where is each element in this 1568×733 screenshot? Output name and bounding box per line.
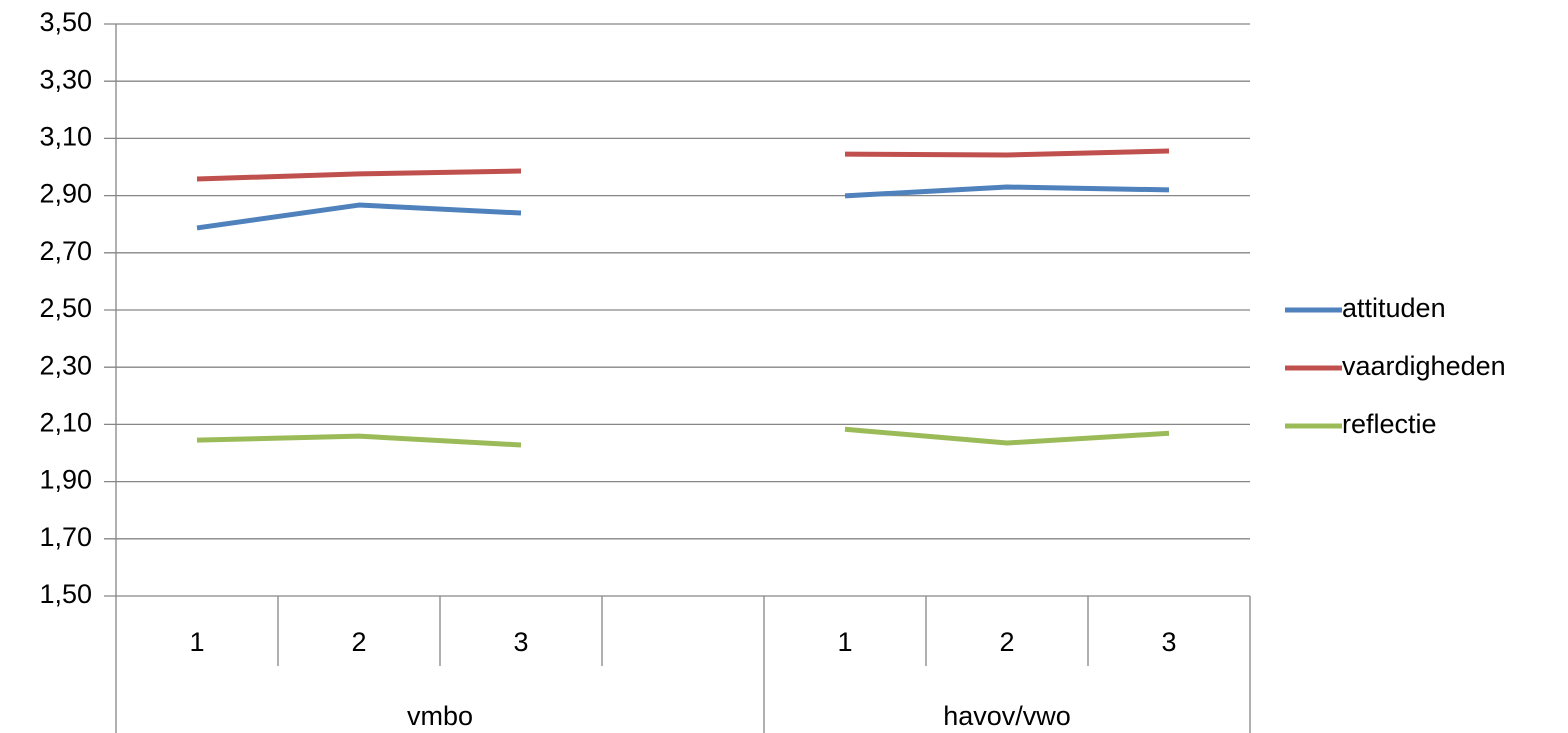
- x-tick-label: 2: [999, 627, 1014, 657]
- y-tick-label: 2,90: [39, 179, 92, 209]
- y-tick-label: 3,10: [39, 122, 92, 152]
- y-tick-label: 1,70: [39, 522, 92, 552]
- group-label: havov/vwo: [943, 701, 1071, 731]
- y-tick-label: 1,50: [39, 579, 92, 609]
- legend-label: attituden: [1342, 293, 1446, 323]
- x-tick-label: 1: [837, 627, 852, 657]
- y-tick-label: 1,90: [39, 465, 92, 495]
- group-label: vmbo: [407, 701, 473, 731]
- y-tick-label: 3,50: [39, 7, 92, 37]
- y-tick-label: 3,30: [39, 64, 92, 94]
- y-tick-label: 2,50: [39, 293, 92, 323]
- legend-label: vaardigheden: [1342, 351, 1506, 381]
- x-tick-label: 1: [189, 627, 204, 657]
- series-line: [196, 148, 1170, 182]
- y-tick-label: 2,10: [39, 408, 92, 438]
- y-tick-label: 2,30: [39, 350, 92, 380]
- legend-label: reflectie: [1342, 409, 1437, 439]
- series-line: [196, 184, 1170, 231]
- x-tick-label: 2: [351, 627, 366, 657]
- x-tick-label: 3: [1161, 627, 1176, 657]
- x-tick-label: 3: [513, 627, 528, 657]
- y-tick-label: 2,70: [39, 236, 92, 266]
- series-line: [196, 426, 1170, 448]
